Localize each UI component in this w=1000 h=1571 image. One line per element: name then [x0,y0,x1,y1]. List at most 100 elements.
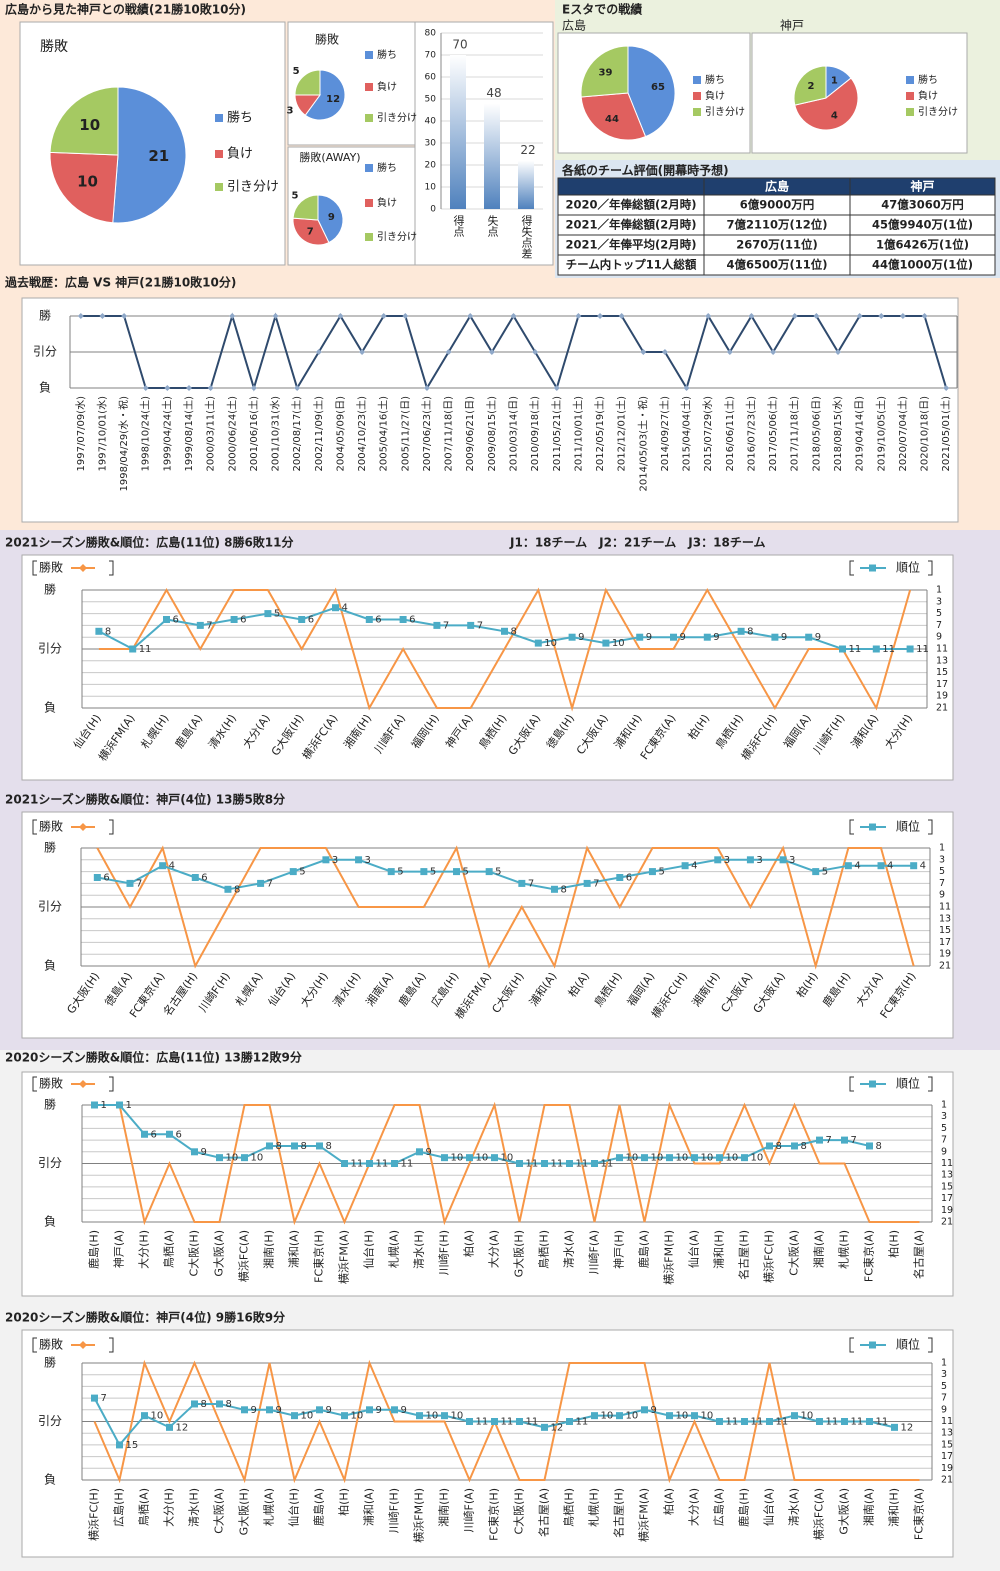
pie-slice [292,194,319,221]
rank-marker [766,1418,773,1425]
rank-label: 1 [126,1100,132,1111]
rank-marker [841,1418,848,1425]
x-tick-label: 川崎F(H) [387,1488,401,1533]
rank-label: 9 [376,1405,382,1416]
rank-label: 10 [451,1411,464,1422]
rank-label: 11 [882,644,895,655]
x-tick-label: 札幌(A) [262,1488,276,1526]
table-cell-text: 7億2110万(12位) [726,218,827,232]
result-marker [77,313,84,319]
rank-marker [666,1154,673,1162]
pie-slice [304,69,346,121]
x-tick-label: 鳥栖(A) [162,1230,176,1268]
legend-label: 負け [227,147,253,162]
x-tick-label: 神戸(A) [112,1230,126,1268]
rank-marker [866,1418,873,1425]
rank-marker [737,627,745,635]
result-marker [553,385,560,391]
y2-tick-label: 9 [941,1404,947,1415]
rank-label: 4 [169,861,175,872]
result-marker [488,349,495,355]
rank-marker [141,1130,148,1138]
rank-label: 4 [854,861,860,872]
legend-swatch [365,164,373,172]
legend-label: 勝敗 [39,560,63,575]
rank-label: 9 [251,1405,257,1416]
rank-marker [191,874,199,881]
rank-marker [441,1154,448,1162]
rank-marker [453,868,461,876]
rank-label: 11 [526,1417,539,1428]
section-title: Eスタでの戦績 [562,2,642,17]
rank-marker [541,1160,548,1167]
y2-tick-label: 13 [941,1428,953,1439]
rank-marker [95,627,103,635]
y2-tick-label: 9 [936,632,942,643]
result-marker [164,385,171,391]
x-tick-label: G大阪(A) [837,1488,851,1535]
pie-slice [49,151,119,224]
rank-label: 9 [326,1405,332,1416]
y2-tick-label: 21 [941,1475,953,1486]
rank-marker [746,856,754,864]
x-tick-label: 浦和(A) [363,1488,376,1526]
x-tick-label: 仙台(H) [287,1488,301,1527]
rank-label: 9 [201,1147,207,1158]
y2-tick-label: 1 [941,1100,947,1111]
x-tick-label: 横浜FC(A) [812,1488,826,1540]
rank-label: 9 [713,632,719,643]
x-tick-label: 2014/05/03(土・祝) [636,396,649,492]
legend-label: 勝敗 [39,1337,63,1352]
rank-marker [191,1148,198,1156]
rank-label: 5 [397,867,403,878]
rank-marker [766,1142,773,1150]
x-tick-label: FC東京(H) [487,1488,501,1541]
legend-label: 順位 [896,1337,920,1352]
result-marker [943,385,950,391]
rank-label: 11 [501,1417,514,1428]
series-line [97,858,914,891]
table-cell-text: 2021／年俸総額(2月時) [565,218,696,232]
rank-marker [568,633,576,641]
x-tick-label: 仙台(A) [687,1230,701,1268]
result-marker [467,313,474,319]
x-tick-label: 仙台(H) [362,1230,376,1269]
pie-title: 勝敗 [315,32,339,47]
rank-label: 11 [376,1159,389,1170]
rank-marker [266,1406,273,1414]
rank-label: 8 [326,1141,332,1152]
result-marker [748,313,755,319]
rank-marker [241,1406,248,1414]
rank-marker [491,1418,498,1425]
x-tick-label: 2019/04/14(日) [855,396,866,472]
x-tick-label: 2019/10/05(土) [874,396,887,472]
x-tick-label: 神戸(H) [612,1230,626,1269]
rank-marker [391,1406,398,1414]
chart-frame [21,811,954,1039]
x-tick-label: G大阪(H) [512,1230,526,1277]
y2-tick-label: 7 [941,1393,947,1404]
chart-title: 2020シーズン勝敗&順位：神戸(4位) 9勝16敗9分 [5,1310,285,1325]
rank-label: 11 [351,1159,364,1170]
table-cell-text: 2670万(11位) [736,238,818,252]
rank-marker [416,1412,423,1420]
table-cell-text: チーム内トップ11人総額 [566,258,697,272]
y-tick-label: 70 [425,51,437,61]
y-tick-label: 20 [425,161,437,171]
rank-marker [289,868,297,876]
y2-tick-label: 15 [941,1181,953,1192]
x-tick-label: 2015/07/29(水) [702,396,714,472]
x-tick-label: 2012/12/01(土) [615,396,628,472]
rank-marker [779,856,787,864]
rank-label: 10 [612,638,625,649]
legend-label: 負け [377,197,397,209]
result-marker [705,313,712,319]
rank-label: 1 [101,1100,107,1111]
pie-title: 勝敗 [40,39,68,55]
rank-marker [741,1154,748,1162]
legend-bracket [109,819,114,835]
legend-label: 引き分け [705,106,745,118]
rank-label: 12 [901,1422,914,1433]
legend-label: 負け [377,81,397,93]
result-marker [532,349,539,355]
